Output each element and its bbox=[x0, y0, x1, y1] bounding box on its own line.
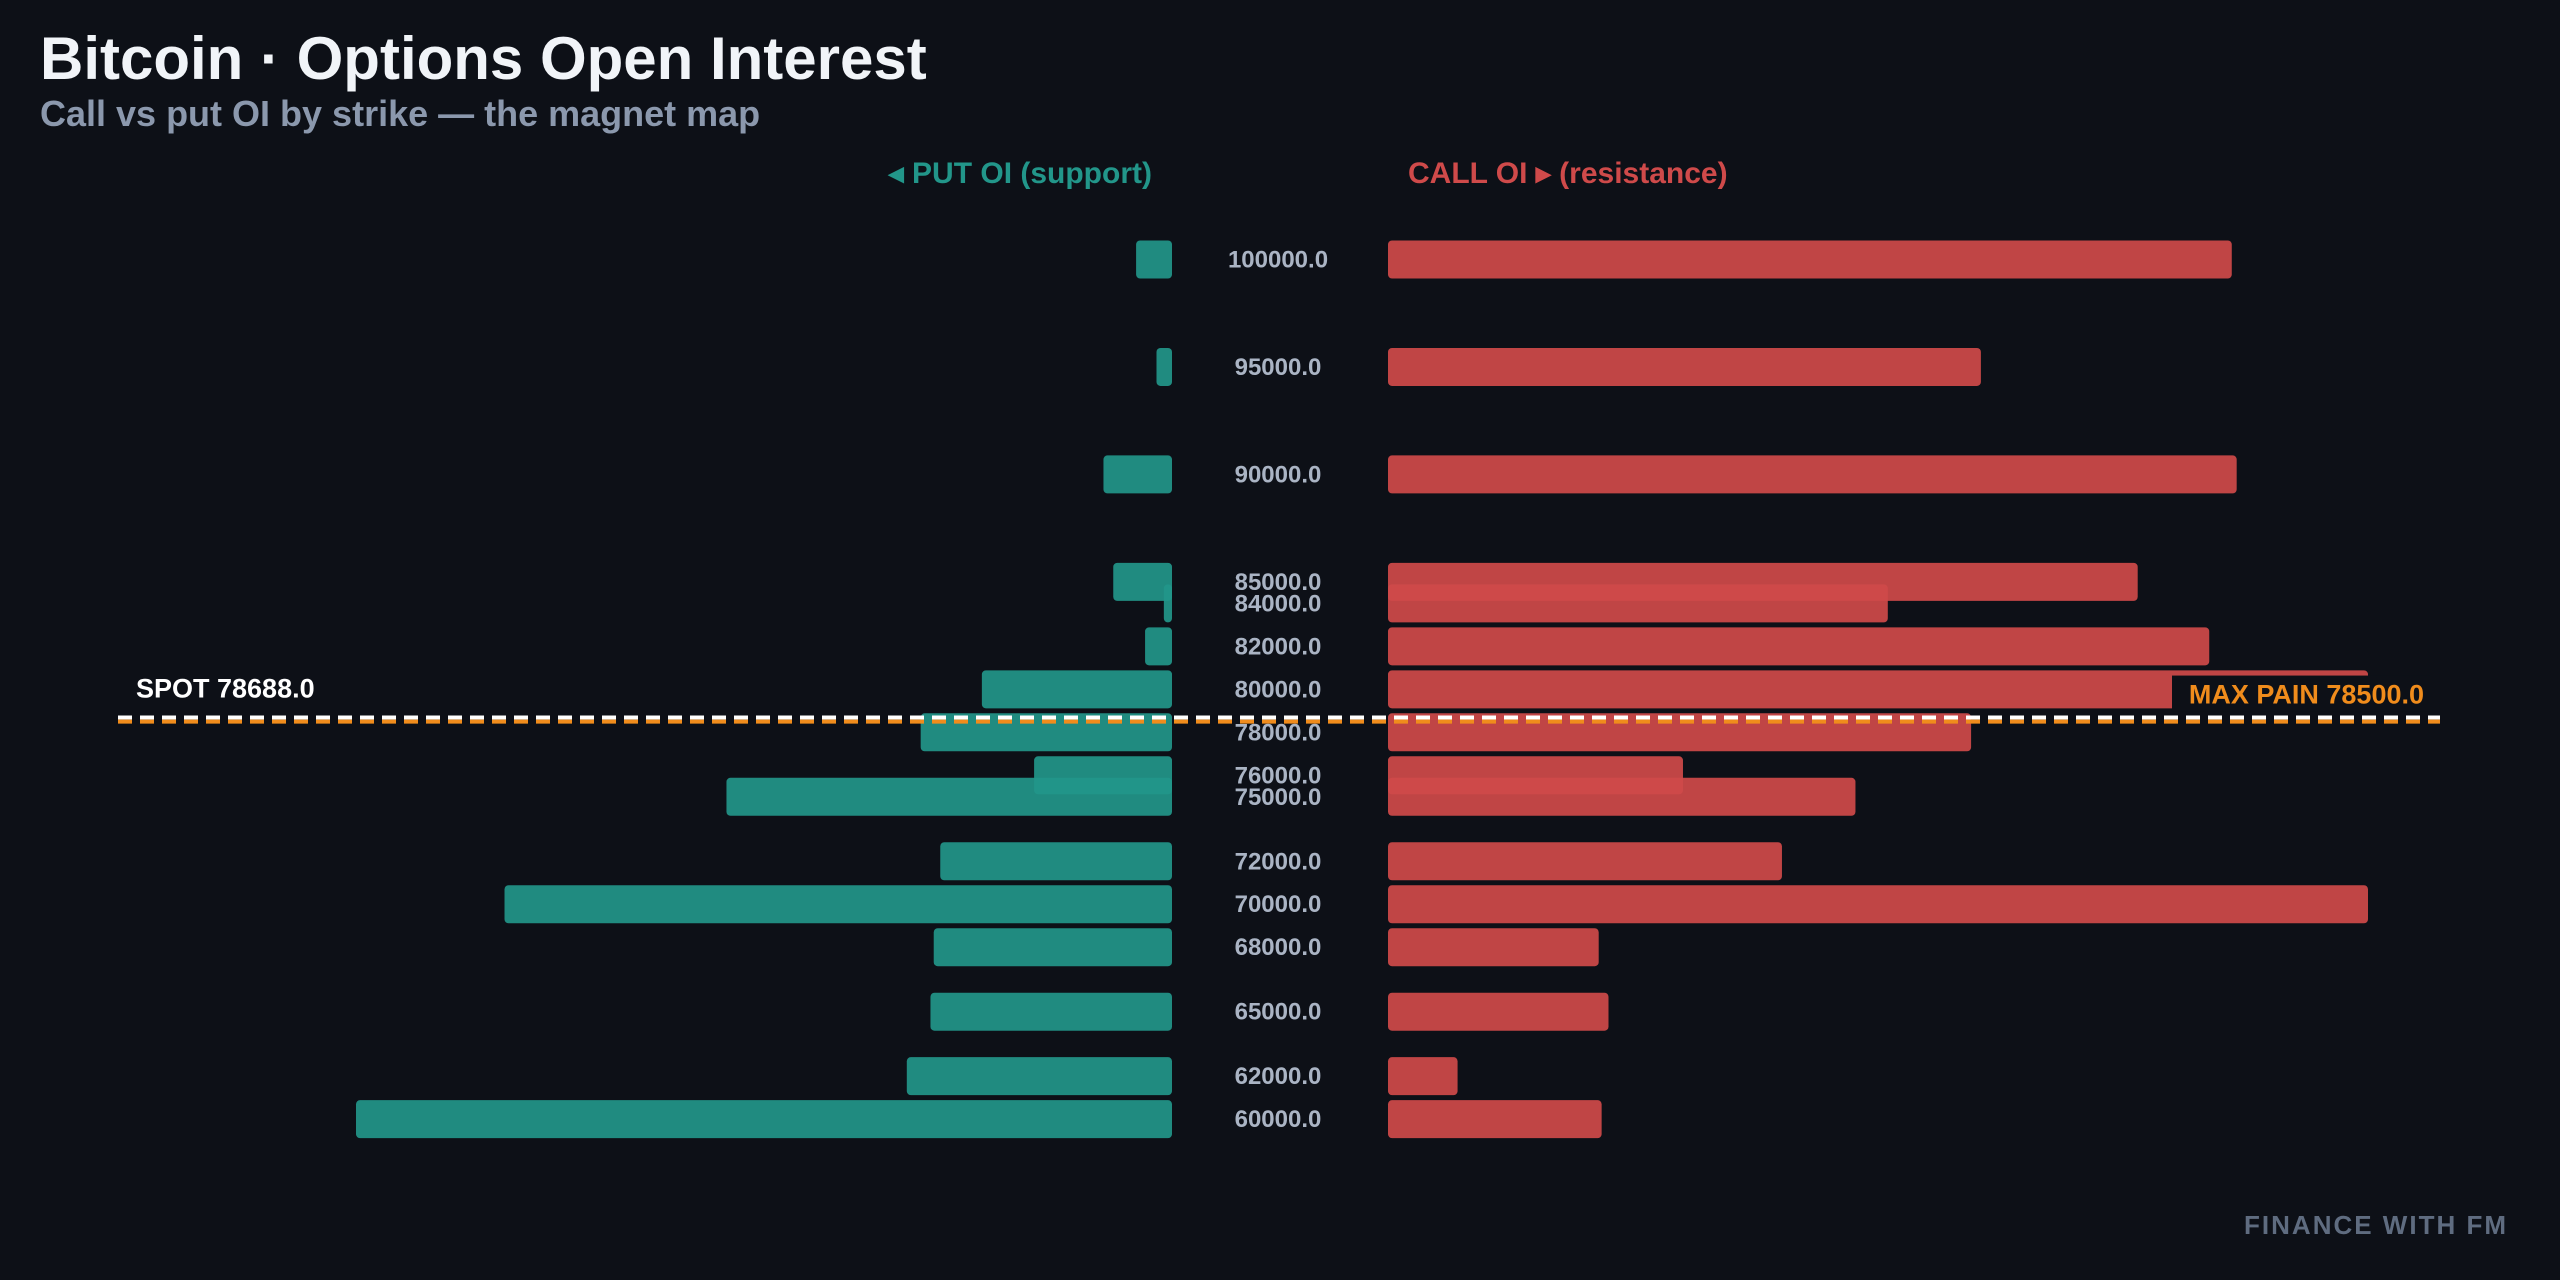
max-pain-label-backdrop bbox=[2172, 675, 2430, 712]
put-bar bbox=[906, 1057, 1172, 1096]
call-bar bbox=[1388, 347, 1981, 386]
spot-label: SPOT 78688.0 bbox=[136, 674, 315, 704]
chart-subtitle: Call vs put OI by strike — the magnet ma… bbox=[40, 93, 761, 134]
put-bar bbox=[930, 992, 1172, 1031]
strike-label: 75000.0 bbox=[1235, 784, 1322, 811]
put-bar bbox=[1136, 240, 1172, 279]
put-bar bbox=[981, 670, 1172, 709]
put-column-header: ◂ PUT OI (support) bbox=[887, 157, 1152, 190]
strike-label: 65000.0 bbox=[1235, 999, 1322, 1026]
strike-label: 76000.0 bbox=[1235, 762, 1322, 789]
put-bar bbox=[1113, 562, 1172, 601]
call-bar bbox=[1388, 455, 2237, 494]
strike-label: 84000.0 bbox=[1235, 590, 1322, 617]
max-pain-label: MAX PAIN 78500.0 bbox=[2189, 680, 2424, 710]
strike-label: 68000.0 bbox=[1235, 934, 1322, 961]
strike-label: 95000.0 bbox=[1235, 354, 1322, 381]
put-bar bbox=[1103, 455, 1172, 494]
put-bar bbox=[933, 928, 1172, 967]
put-bar bbox=[504, 885, 1173, 924]
call-bar bbox=[1388, 928, 1599, 967]
strike-label: 90000.0 bbox=[1235, 461, 1322, 488]
strike-label: 60000.0 bbox=[1235, 1106, 1322, 1133]
call-bar bbox=[1388, 1057, 1458, 1096]
strike-label: 62000.0 bbox=[1235, 1063, 1322, 1090]
strike-label: 85000.0 bbox=[1235, 569, 1322, 596]
call-bar bbox=[1388, 584, 1888, 623]
put-bar bbox=[940, 842, 1172, 881]
call-bar bbox=[1388, 992, 1609, 1031]
call-bar bbox=[1388, 670, 2368, 709]
strike-label: 82000.0 bbox=[1235, 633, 1322, 660]
chart-title: Bitcoin · Options Open Interest bbox=[40, 25, 927, 92]
put-bar bbox=[356, 1100, 1172, 1139]
call-bar bbox=[1388, 842, 1782, 881]
call-bar bbox=[1388, 1100, 1602, 1139]
strike-label: 78000.0 bbox=[1235, 719, 1322, 746]
call-bar bbox=[1388, 777, 1856, 816]
put-bar bbox=[1156, 347, 1172, 386]
strike-label: 72000.0 bbox=[1235, 848, 1322, 875]
call-bar bbox=[1388, 240, 2232, 279]
call-bar bbox=[1388, 627, 2210, 666]
strike-label: 70000.0 bbox=[1235, 891, 1322, 918]
put-bar bbox=[1145, 627, 1172, 666]
put-bar bbox=[1163, 584, 1172, 623]
strike-label: 80000.0 bbox=[1235, 676, 1322, 703]
call-bar bbox=[1388, 885, 2368, 924]
strike-label: 100000.0 bbox=[1228, 246, 1328, 273]
brand-watermark: FINANCE WITH FM bbox=[2244, 1210, 2508, 1240]
call-column-header: CALL OI ▸ (resistance) bbox=[1408, 157, 1728, 190]
put-bar bbox=[726, 777, 1172, 816]
